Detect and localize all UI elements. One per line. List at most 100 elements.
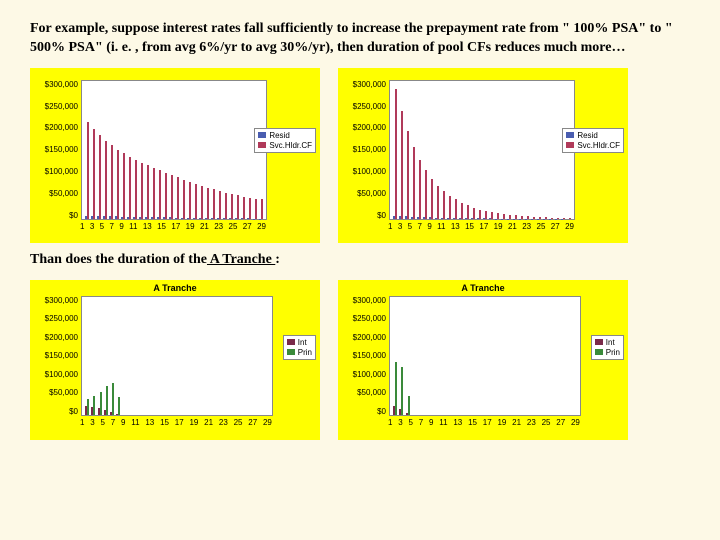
bar — [201, 186, 203, 219]
legend: IntPrin — [591, 335, 624, 360]
x-tick: 27 — [556, 418, 565, 427]
legend-swatch — [287, 339, 295, 345]
x-tick: 21 — [200, 222, 209, 231]
x-tick: 29 — [571, 418, 580, 427]
y-tick: $100,000 — [45, 370, 78, 379]
x-tick: 23 — [527, 418, 536, 427]
chart-title: A Tranche — [338, 280, 628, 293]
x-axis: 1357911131517192123252729 — [388, 418, 580, 427]
bar — [255, 199, 257, 219]
y-tick: $0 — [377, 407, 386, 416]
bar — [183, 180, 185, 219]
legend-label: Resid — [577, 131, 597, 140]
x-tick: 21 — [508, 222, 517, 231]
bar — [425, 170, 427, 218]
x-tick: 19 — [497, 418, 506, 427]
x-tick: 11 — [437, 222, 445, 231]
legend-row: Resid — [258, 131, 312, 140]
bar — [153, 168, 155, 219]
bar — [93, 396, 95, 415]
x-tick: 7 — [109, 222, 113, 231]
y-tick: $200,000 — [45, 333, 78, 342]
y-tick: $50,000 — [357, 189, 386, 198]
bar — [159, 170, 161, 218]
bar — [527, 216, 529, 218]
y-tick: $150,000 — [353, 351, 386, 360]
bar — [93, 129, 95, 219]
bar — [243, 197, 245, 219]
x-tick: 15 — [468, 418, 477, 427]
x-tick: 19 — [189, 418, 198, 427]
legend-row: Prin — [287, 348, 312, 357]
tranche-chart-100psa: A Tranche$300,000$250,000$200,000$150,00… — [30, 280, 320, 440]
x-tick: 23 — [214, 222, 223, 231]
bar — [563, 218, 565, 219]
y-axis: $300,000$250,000$200,000$150,000$100,000… — [30, 296, 81, 416]
y-tick: $0 — [69, 407, 78, 416]
y-tick: $100,000 — [353, 167, 386, 176]
bar — [135, 160, 137, 219]
bar — [87, 399, 89, 415]
y-tick: $0 — [377, 211, 386, 220]
legend-swatch — [566, 132, 574, 138]
legend-label: Prin — [298, 348, 312, 357]
x-tick: 13 — [453, 418, 462, 427]
legend-row: Int — [287, 338, 312, 347]
x-tick: 9 — [119, 222, 123, 231]
x-tick: 23 — [522, 222, 531, 231]
x-tick: 1 — [388, 418, 392, 427]
bar — [401, 367, 403, 414]
x-tick: 3 — [90, 222, 94, 231]
x-tick: 27 — [248, 418, 257, 427]
plot-area — [389, 296, 581, 416]
x-tick: 19 — [186, 222, 195, 231]
x-tick: 11 — [439, 418, 447, 427]
bar — [106, 386, 108, 414]
x-tick: 17 — [479, 222, 488, 231]
y-tick: $250,000 — [45, 314, 78, 323]
legend: ResidSvc.Hldr.CF — [562, 128, 624, 153]
bar — [129, 157, 131, 219]
bar-group — [115, 397, 121, 415]
bar — [408, 396, 410, 415]
x-tick: 25 — [229, 222, 238, 231]
legend-row: Int — [595, 338, 620, 347]
bar — [171, 175, 173, 219]
bar — [551, 218, 553, 219]
x-tick: 1 — [80, 418, 84, 427]
y-tick: $50,000 — [49, 388, 78, 397]
legend-label: Svc.Hldr.CF — [577, 141, 620, 150]
x-tick: 9 — [427, 222, 431, 231]
pool-charts-row: $300,000$250,000$200,000$150,000$100,000… — [30, 68, 690, 243]
x-tick: 27 — [243, 222, 252, 231]
bar — [533, 217, 535, 219]
tranche-text-c: : — [275, 252, 280, 267]
y-tick: $250,000 — [353, 102, 386, 111]
bar — [545, 217, 547, 218]
bar — [419, 160, 421, 219]
x-tick: 11 — [129, 222, 137, 231]
bar — [225, 193, 227, 219]
x-tick: 3 — [398, 418, 402, 427]
x-tick: 7 — [417, 222, 421, 231]
bar — [515, 215, 517, 218]
x-tick: 15 — [465, 222, 474, 231]
bar — [521, 216, 523, 219]
legend-swatch — [566, 142, 574, 148]
tranche-text-a: Than does the duration of the — [30, 252, 207, 267]
bar — [189, 182, 191, 219]
x-tick: 13 — [145, 418, 154, 427]
x-tick: 25 — [234, 418, 243, 427]
y-tick: $200,000 — [353, 333, 386, 342]
pool-chart-100psa: $300,000$250,000$200,000$150,000$100,000… — [30, 68, 320, 243]
x-tick: 25 — [537, 222, 546, 231]
bar-group — [566, 218, 572, 219]
x-tick: 17 — [483, 418, 492, 427]
bar — [195, 184, 197, 219]
bar — [213, 189, 215, 218]
x-tick: 29 — [263, 418, 272, 427]
chart-title: A Tranche — [30, 280, 320, 293]
bar — [431, 179, 433, 219]
legend-swatch — [595, 349, 603, 355]
legend: ResidSvc.Hldr.CF — [254, 128, 316, 153]
